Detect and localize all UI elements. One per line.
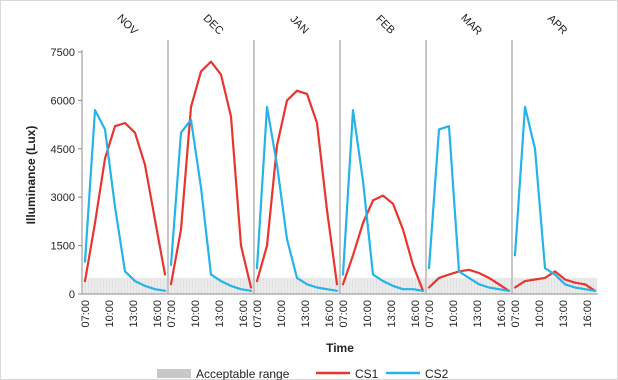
- legend-label-acceptable-range: Acceptable range: [196, 367, 290, 380]
- legend-label-cs1: CS1: [355, 367, 379, 380]
- legend-item-cs1: CS1: [316, 367, 379, 380]
- series-cs2-dec-line: [169, 118, 253, 292]
- x-tick-label: 13:00: [386, 300, 398, 328]
- series-cs1-jan-line: [255, 89, 339, 286]
- legend-label-cs2: CS2: [425, 367, 449, 380]
- y-tick-labels: 0 1500 3000 4500 6000 7500: [51, 47, 75, 301]
- x-tick-label: 10:00: [448, 300, 460, 328]
- x-axis-title: Time: [326, 341, 354, 355]
- x-tick-label: 13:00: [128, 300, 140, 328]
- axes: [78, 50, 598, 295]
- x-tick-label: 07:00: [252, 300, 264, 328]
- series-cs1-apr-line: [513, 270, 597, 292]
- acceptable-range-band: [255, 277, 339, 294]
- series-cs2-mar-line: [427, 125, 511, 292]
- x-tick-label: 10:00: [362, 300, 374, 328]
- acceptable-range-band: [83, 277, 167, 294]
- series-cs2-nov-line: [83, 108, 167, 292]
- legend-swatch-acceptable-range: [157, 369, 191, 378]
- x-tick-label: 13:00: [558, 300, 570, 328]
- x-tick-label: 07:00: [80, 300, 92, 328]
- series-cs1-feb-line: [341, 194, 425, 292]
- acceptable-range-band: [427, 277, 511, 294]
- y-tick-label: 0: [69, 289, 75, 301]
- acceptable-range-band: [169, 277, 253, 294]
- series-cs2: [83, 105, 597, 292]
- x-tick-label: 07:00: [424, 300, 436, 328]
- y-tick-label: 1500: [51, 241, 75, 253]
- series-cs1: [83, 60, 597, 292]
- y-axis-title: Illuminance (Lux): [24, 126, 38, 225]
- x-tick-label: 16:00: [582, 300, 594, 328]
- x-tick-label: 10:00: [534, 300, 546, 328]
- y-tick-label: 4500: [51, 144, 75, 156]
- x-tick-label: 16:00: [324, 300, 336, 328]
- y-tick-label: 3000: [51, 192, 75, 204]
- y-tick-label: 7500: [51, 47, 75, 59]
- x-tick-label: 10:00: [276, 300, 288, 328]
- x-tick-label: 07:00: [166, 300, 178, 328]
- series-cs1-nov-line: [83, 121, 167, 283]
- x-tick-label: 16:00: [496, 300, 508, 328]
- legend-item-cs2: CS2: [386, 367, 449, 380]
- x-tick-label: 07:00: [510, 300, 522, 328]
- x-tick-label: 16:00: [410, 300, 422, 328]
- series-cs1-mar-line: [427, 268, 511, 292]
- series-cs2-jan-line: [255, 105, 339, 292]
- y-tick-label: 6000: [51, 95, 75, 107]
- x-tick-labels: 07:00 10:00 13:00 16:00 07:00 10:00 13:00 16:00…: [80, 300, 594, 328]
- x-tick-label: 07:00: [338, 300, 350, 328]
- series-lines: [83, 60, 597, 292]
- legend: Acceptable range CS1 CS2: [157, 367, 449, 380]
- x-tick-label: 10:00: [190, 300, 202, 328]
- legend-item-acceptable-range: Acceptable range: [157, 367, 290, 380]
- series-cs2-feb-line: [341, 108, 425, 292]
- x-tick-label: 13:00: [472, 300, 484, 328]
- x-tick-label: 16:00: [152, 300, 164, 328]
- series-cs2-apr-line: [513, 105, 597, 292]
- x-tick-label: 10:00: [104, 300, 116, 328]
- series-cs1-dec-line: [169, 60, 253, 289]
- x-tick-label: 16:00: [238, 300, 250, 328]
- x-tick-label: 13:00: [214, 300, 226, 328]
- month-dividers: [167, 40, 513, 294]
- x-tick-label: 13:00: [300, 300, 312, 328]
